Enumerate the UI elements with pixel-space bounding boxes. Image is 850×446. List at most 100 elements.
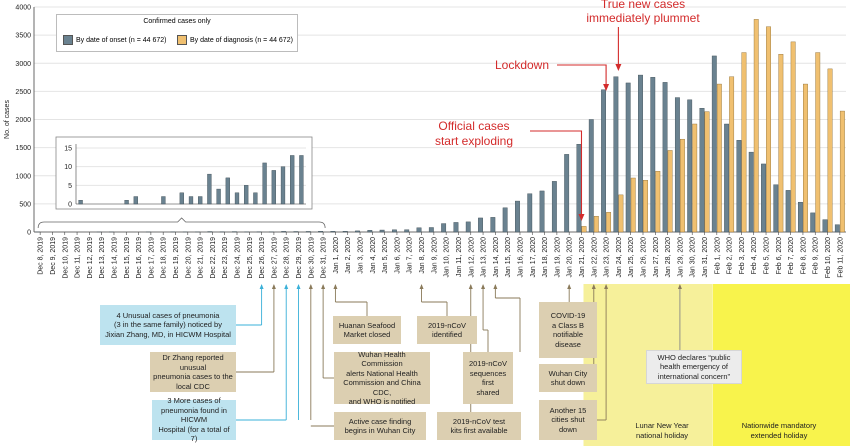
x-tick-label: Feb 5, 2020 — [764, 237, 771, 274]
legend-swatch-diagnosis — [177, 35, 187, 45]
x-tick-label: Dec 11, 2019 — [75, 237, 82, 278]
y-tick-label: 1000 — [15, 173, 31, 180]
x-tick-label: Jan 10, 2020 — [444, 237, 451, 278]
x-tick-label: Dec 30, 2019 — [308, 237, 315, 279]
onset-bar — [674, 97, 680, 233]
onset-bar — [318, 231, 324, 233]
connector-arrowhead — [493, 284, 498, 289]
onset-bar — [392, 229, 397, 233]
connector-arrowhead — [333, 284, 338, 289]
y-tick-label: 0 — [27, 230, 31, 237]
inset-onset-bar — [253, 192, 258, 205]
event-test-kits: 2019-nCoV test kits first available — [437, 412, 521, 440]
diagnosis-bar — [581, 226, 587, 233]
x-tick-label: Dec 19, 2019 — [173, 237, 180, 279]
x-tick-label: Jan 5, 2020 — [382, 237, 389, 274]
event-ncov-identified: 2019-nCoV identified — [417, 316, 477, 344]
annotation-immediately-plummet: immediately plummet — [586, 11, 700, 25]
x-tick-label: Jan 22, 2020 — [591, 237, 598, 278]
x-tick-label: Jan 9, 2020 — [431, 237, 438, 274]
x-tick-label: Feb 9, 2020 — [813, 237, 820, 274]
annotation-true-new-cases: True new cases — [601, 0, 685, 11]
diagnosis-bar — [716, 83, 722, 233]
inset-onset-bar — [179, 192, 184, 205]
x-tick-label: Feb 10, 2020 — [825, 237, 832, 278]
diagnosis-bar — [680, 138, 685, 233]
diagnosis-bar — [593, 216, 599, 233]
connector-arrowhead — [321, 284, 326, 289]
x-tick-label: Dec 17, 2019 — [148, 237, 155, 279]
x-tick-label: Jan 14, 2020 — [493, 237, 500, 278]
inset-bracket — [37, 217, 326, 229]
x-tick-label: Dec 21, 2019 — [198, 237, 205, 279]
onset-bar — [638, 74, 643, 233]
inset-onset-bar — [234, 192, 240, 205]
connector-arrowhead — [591, 284, 596, 289]
x-tick-label: Jan 2, 2020 — [345, 237, 352, 274]
x-tick-label: Jan 29, 2020 — [677, 237, 684, 278]
diagnosis-bar — [815, 52, 821, 233]
onset-bar — [748, 151, 754, 233]
connector-arrowhead — [481, 284, 486, 289]
onset-bar — [367, 230, 373, 233]
inset-y-tick-label: 0 — [68, 202, 72, 209]
diagnosis-bar — [741, 52, 747, 233]
x-tick-label: Feb 8, 2020 — [800, 237, 807, 274]
connector-arrowhead — [284, 284, 289, 289]
onset-bar — [342, 231, 348, 233]
onset-bar — [355, 230, 360, 233]
x-tick-label: Jan 4, 2020 — [370, 237, 377, 274]
event-wuhan-shut-down: Wuhan City shut down — [539, 364, 597, 392]
x-tick-label: Jan 3, 2020 — [358, 237, 365, 274]
onset-bar — [305, 231, 311, 233]
onset-bar — [428, 227, 434, 233]
x-tick-label: Jan 18, 2020 — [542, 237, 549, 278]
x-tick-label: Dec 22, 2019 — [210, 237, 217, 279]
event-wuhan-health-commission: Wuhan Health Commission alerts National H… — [334, 350, 430, 406]
diagnosis-bar — [692, 123, 698, 233]
onset-bar — [785, 190, 791, 233]
x-tick-label: Jan 11, 2020 — [456, 237, 463, 277]
x-tick-label: Dec 29, 2019 — [296, 237, 303, 279]
onset-bar — [662, 82, 668, 233]
onset-bar — [650, 77, 656, 233]
x-tick-label: Feb 11, 2020 — [837, 237, 844, 278]
diagnosis-bar — [704, 111, 710, 233]
diagnosis-bar — [803, 83, 808, 233]
event-dr-zhang-report: Dr Zhang reported unusual pneumonia cases… — [150, 352, 236, 392]
x-tick-label: Jan 24, 2020 — [616, 237, 623, 278]
annotation-lockdown: Lockdown — [495, 58, 549, 72]
inset-onset-bar — [188, 196, 194, 205]
x-tick-label: Dec 14, 2019 — [111, 237, 118, 279]
x-tick-label: Jan 26, 2020 — [641, 237, 648, 278]
x-tick-label: Feb 4, 2020 — [751, 237, 758, 274]
inset-onset-bar — [271, 170, 276, 205]
onset-bar — [465, 221, 471, 233]
onset-bar — [515, 200, 520, 233]
inset-onset-bar — [133, 196, 138, 205]
lunar-new-year-label: Lunar New Year national holiday — [635, 421, 689, 440]
x-tick-label: Jan 12, 2020 — [468, 237, 475, 278]
event-sequences-shared: 2019-nCoV sequences first shared — [463, 352, 513, 404]
arrowhead-plummet — [615, 64, 622, 71]
legend-label-onset: By date of onset (n = 44 672) — [76, 36, 167, 44]
legend-item-diagnosis: By date of diagnosis (n = 44 672) — [177, 35, 293, 45]
diagnosis-bar — [839, 110, 845, 233]
diagnosis-bar — [618, 194, 624, 233]
y-tick-label: 500 — [19, 201, 31, 208]
inset-onset-bar — [161, 196, 166, 205]
legend-swatch-onset — [63, 35, 73, 45]
x-tick-label: Feb 2, 2020 — [727, 237, 734, 274]
diagnosis-bar — [606, 212, 612, 233]
diagnosis-bar — [643, 180, 648, 233]
x-tick-label: Dec 16, 2019 — [136, 237, 143, 279]
x-tick-label: Jan 25, 2020 — [628, 237, 635, 278]
inset-frame — [55, 136, 313, 210]
inset-onset-bar — [262, 162, 267, 205]
x-tick-label: Jan 7, 2020 — [407, 237, 414, 274]
x-tick-label: Jan 15, 2020 — [505, 237, 512, 278]
x-tick-label: Jan 31, 2020 — [702, 237, 709, 278]
x-tick-label: Dec 8, 2019 — [38, 237, 45, 275]
connector-arrowhead — [296, 284, 301, 289]
